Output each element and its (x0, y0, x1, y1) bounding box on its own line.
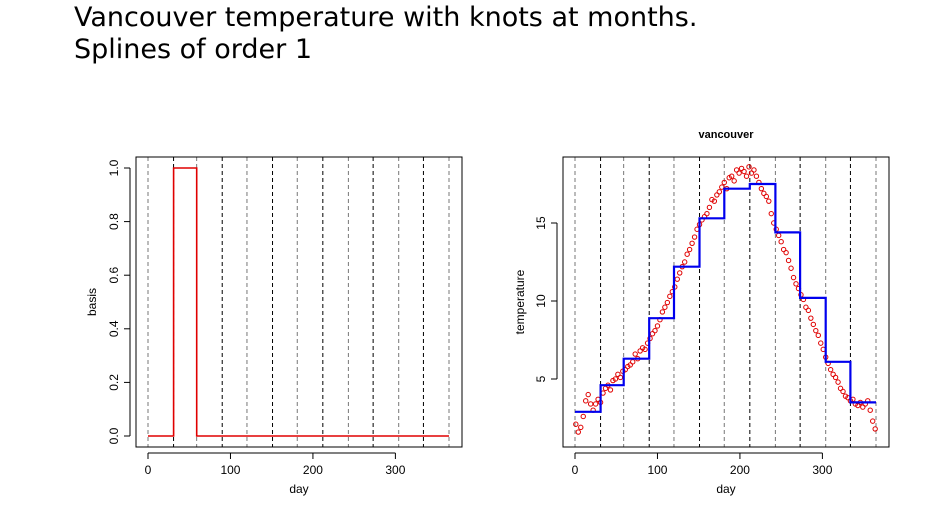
data-point (587, 401, 594, 407)
data-point (768, 210, 774, 217)
data-point (674, 276, 680, 282)
x-tick-label: 200 (303, 463, 323, 477)
y-axis-label: basis (85, 288, 99, 316)
data-point (684, 251, 690, 257)
y-tick-label: 0.8 (107, 213, 121, 230)
data-point (870, 418, 876, 424)
data-point (813, 327, 819, 334)
x-tick-label: 300 (812, 463, 832, 477)
data-point (585, 391, 591, 398)
x-axis-label: day (716, 482, 735, 496)
data-point (790, 274, 797, 281)
data-point (654, 323, 661, 329)
data-point (766, 198, 772, 204)
data-point (706, 204, 713, 211)
x-tick-label: 0 (572, 463, 579, 477)
y-tick-label: 0.4 (107, 320, 121, 337)
plot-frame (135, 156, 463, 448)
data-point (783, 249, 789, 256)
data-point (677, 270, 683, 276)
x-tick-label: 100 (647, 463, 667, 477)
x-tick-label: 200 (730, 463, 750, 477)
chart-title: vancouver (698, 129, 754, 141)
data-point (763, 193, 770, 200)
data-point (867, 407, 873, 413)
data-point (728, 173, 735, 179)
data-point (808, 315, 814, 321)
data-point (741, 168, 747, 175)
data-point (659, 309, 666, 315)
data-point (578, 424, 584, 431)
data-point (592, 401, 599, 407)
data-point (686, 246, 693, 253)
y-tick-label: 10 (534, 294, 548, 308)
data-point (840, 388, 846, 395)
data-point (704, 210, 710, 217)
data-point (612, 376, 619, 382)
data-point (805, 307, 812, 314)
y-tick-label: 0.0 (107, 427, 121, 444)
data-point (736, 170, 742, 176)
data-point (832, 374, 839, 381)
data-point (721, 179, 727, 186)
data-point (810, 321, 817, 328)
data-point (689, 240, 695, 246)
chart-panel-1: 0 100 200 300 0.0 0.2 0.4 0.6 0.8 1.0 day basis (85, 156, 463, 496)
y-tick-label: 0.2 (107, 374, 121, 391)
data-point (827, 366, 834, 373)
y-tick-label: 15 (534, 216, 548, 230)
data-point (719, 184, 725, 190)
data-point (746, 164, 752, 170)
data-point (607, 387, 614, 393)
data-point (751, 167, 757, 173)
y-axis-label: temperature (513, 269, 527, 334)
data-point (758, 185, 765, 192)
data-point (785, 257, 792, 264)
y-tick-label: 1.0 (107, 159, 121, 176)
series-line-basis (148, 167, 449, 437)
data-point (630, 359, 636, 365)
data-point (642, 346, 648, 353)
plot-frame (562, 156, 890, 448)
series-line-fit (575, 182, 876, 413)
data-point (575, 429, 581, 435)
data-point (778, 239, 784, 245)
data-point (788, 265, 794, 271)
chart-panel-2: 0 100 200 300 5 10 15 day temperature vancouver (513, 129, 890, 496)
data-point (573, 421, 579, 427)
data-point (835, 379, 841, 385)
figure-title-line2: Splines of order 1 (74, 34, 313, 65)
x-axis-label: day (289, 482, 308, 496)
data-point (753, 173, 760, 179)
x-tick-label: 100 (220, 463, 240, 477)
data-point (652, 327, 658, 334)
y-tick-label: 5 (534, 375, 548, 382)
y-tick-label: 0.6 (107, 267, 121, 284)
x-tick-label: 300 (385, 463, 405, 477)
data-point (632, 351, 638, 357)
data-point (716, 189, 723, 195)
data-point (580, 413, 586, 420)
data-point (711, 198, 718, 204)
data-point (691, 234, 698, 240)
data-point (731, 178, 737, 184)
data-point (815, 332, 821, 339)
data-point (818, 340, 824, 346)
data-point (743, 173, 750, 179)
data-point (583, 398, 589, 404)
data-point (667, 293, 673, 300)
data-point (664, 299, 671, 306)
data-point (775, 232, 782, 239)
data-point (872, 426, 878, 432)
figure-title-line1: Vancouver temperature with knots at mont… (74, 2, 698, 33)
x-tick-label: 0 (145, 463, 152, 477)
data-point (681, 259, 688, 265)
data-point (793, 281, 799, 287)
data-point (662, 304, 668, 310)
data-point (617, 374, 624, 381)
